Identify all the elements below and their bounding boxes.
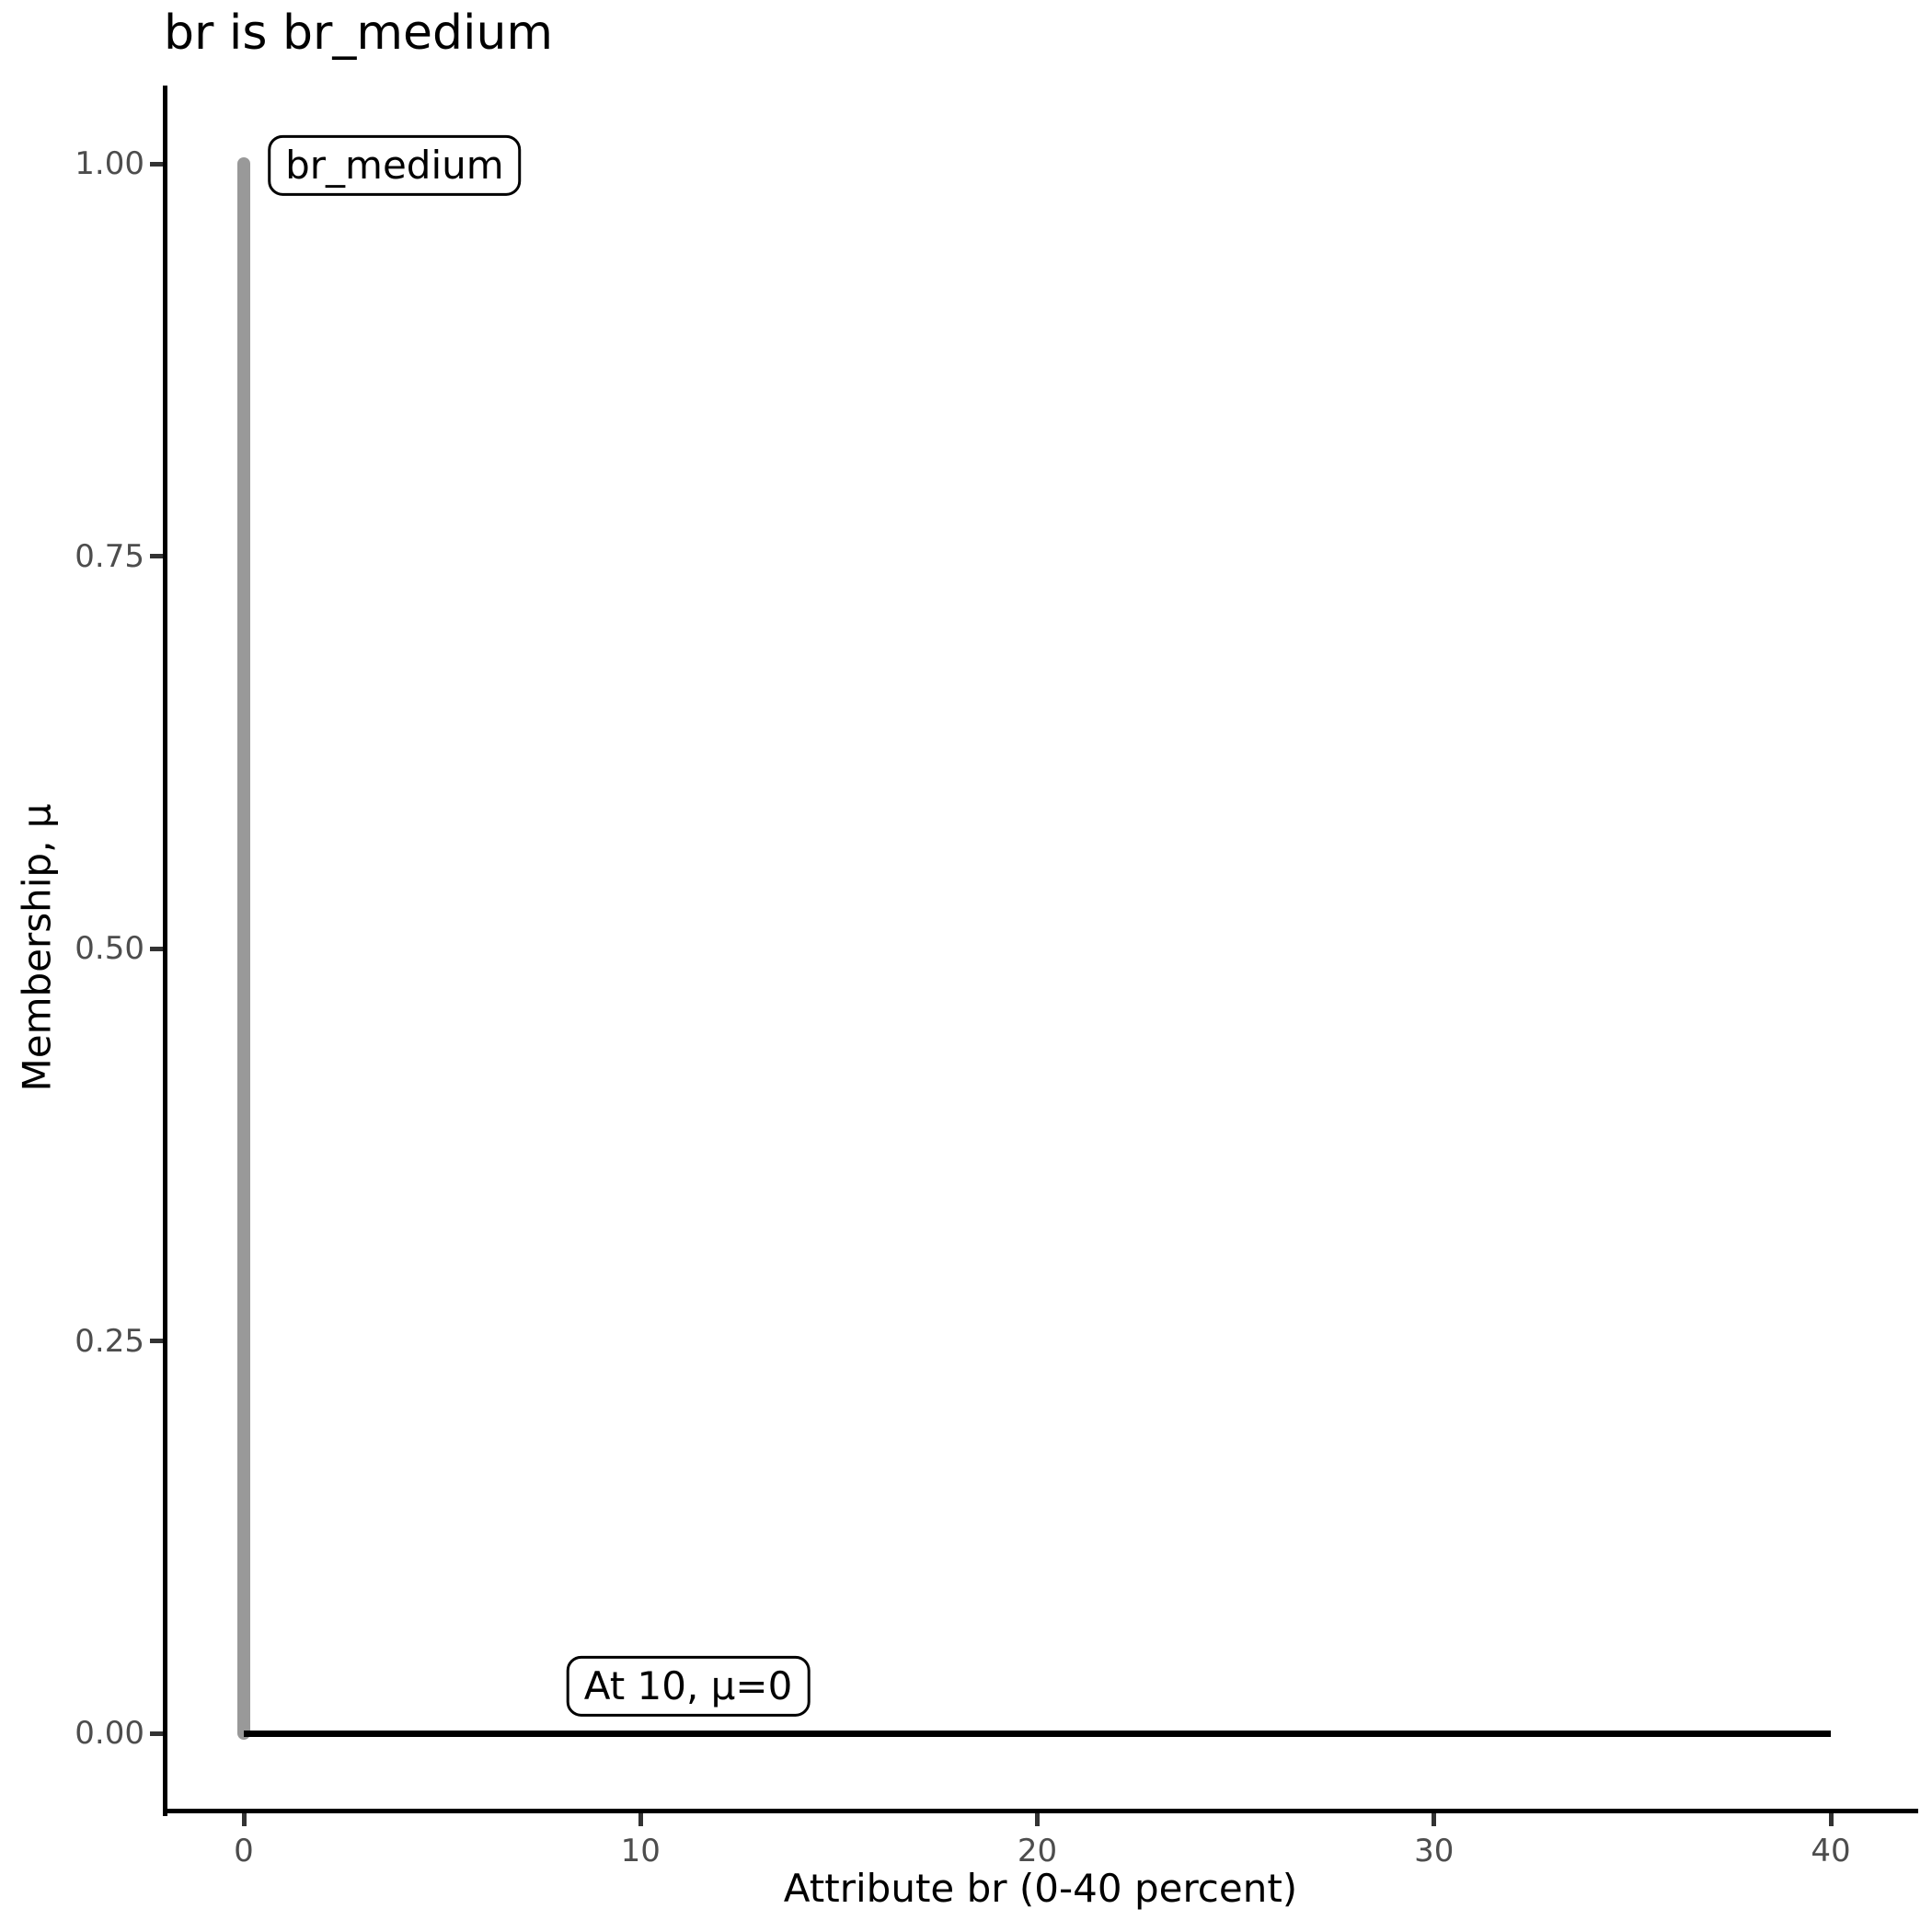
y-axis-line xyxy=(163,86,167,1816)
x-tick-label: 10 xyxy=(620,1833,661,1869)
y-tick-label: 0.25 xyxy=(75,1322,144,1360)
y-tick-mark xyxy=(150,554,163,558)
x-tick-label: 40 xyxy=(1811,1833,1851,1869)
x-tick-label: 0 xyxy=(234,1833,254,1869)
x-axis-title: Attribute br (0-40 percent) xyxy=(783,1866,1298,1911)
x-axis-line xyxy=(163,1809,1918,1813)
y-tick-label: 0.50 xyxy=(75,930,144,967)
chart-title: br is br_medium xyxy=(164,6,554,61)
annotation-br-medium: br_medium xyxy=(268,134,522,196)
x-tick-mark xyxy=(1828,1813,1834,1826)
y-tick-mark xyxy=(150,1339,163,1343)
x-tick-mark xyxy=(638,1813,643,1826)
y-tick-mark xyxy=(150,1731,163,1736)
y-tick-label: 0.00 xyxy=(75,1715,144,1752)
x-tick-label: 20 xyxy=(1017,1833,1058,1869)
y-tick-label: 1.00 xyxy=(75,145,144,182)
y-axis-title: Membership, μ xyxy=(14,803,60,1092)
x-tick-mark xyxy=(241,1813,247,1826)
series-segment xyxy=(244,1730,1831,1737)
x-tick-label: 30 xyxy=(1414,1833,1455,1869)
x-tick-mark xyxy=(1432,1813,1437,1826)
series-segment xyxy=(237,157,250,1740)
x-tick-mark xyxy=(1035,1813,1040,1826)
y-tick-mark xyxy=(150,946,163,951)
annotation-at-10-mu-0: At 10, μ=0 xyxy=(566,1655,811,1717)
y-tick-label: 0.75 xyxy=(75,537,144,575)
y-tick-mark xyxy=(150,161,163,167)
